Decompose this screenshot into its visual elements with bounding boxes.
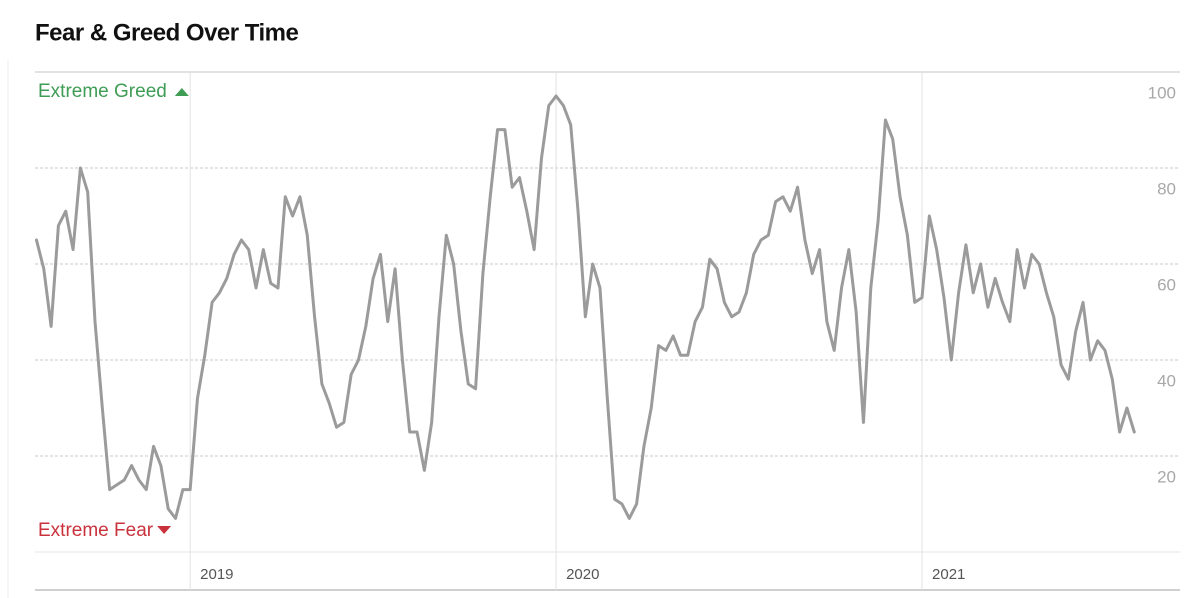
y-tick-label: 60 — [1157, 275, 1176, 294]
up-triangle — [174, 88, 189, 96]
y-tick-label: 80 — [1157, 179, 1176, 198]
chart-title: Fear & Greed Over Time — [35, 19, 299, 46]
sentiment-line — [34, 94, 1136, 520]
extreme-greed-label: Extreme Greed — [38, 81, 167, 102]
x-tick-label: 2020 — [566, 566, 599, 583]
y-tick-label: 20 — [1157, 467, 1176, 486]
x-tick-label: 2021 — [932, 566, 965, 583]
x-tick-label: 2019 — [200, 566, 233, 583]
y-tick-label: 100 — [1148, 83, 1176, 102]
down-triangle — [157, 526, 172, 534]
y-tick-label: 40 — [1157, 371, 1176, 390]
extreme-fear-label: Extreme Fear — [38, 520, 154, 541]
plot — [34, 94, 1136, 520]
grid: 20 40 60 80 100 2019 2020 2021 — [35, 71, 1180, 590]
